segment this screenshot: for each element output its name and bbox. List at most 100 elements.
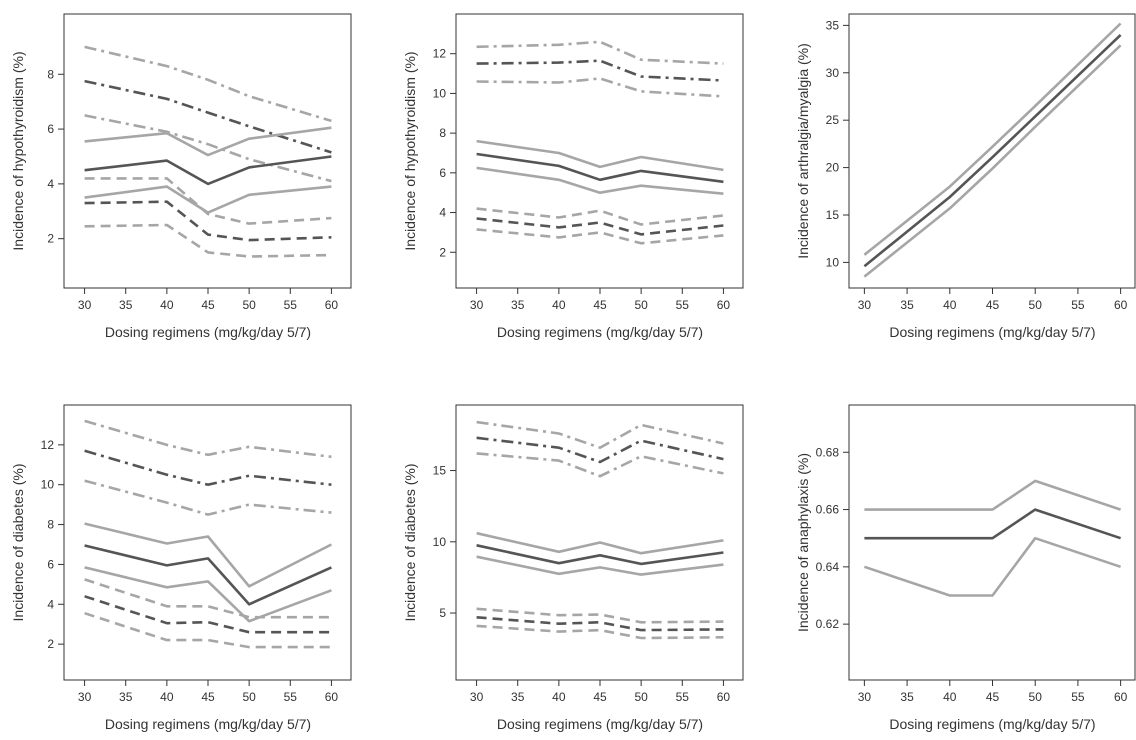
x-tick-label: 40 bbox=[160, 690, 174, 704]
panel-6: 30 35 40 45 50 55 60 0.62 0.64 0.66 0.68 Dosing reg… bbox=[795, 404, 1136, 732]
x-tick-label: 40 bbox=[943, 298, 957, 312]
y-tick-label: 6 bbox=[47, 557, 54, 571]
series-line-dashdot-bound bbox=[84, 479, 332, 516]
series-line-dashed-bound bbox=[476, 624, 724, 640]
x-tick-label: 50 bbox=[634, 690, 648, 704]
x-tick-label: 45 bbox=[201, 298, 215, 312]
x-tick-label: 45 bbox=[593, 690, 607, 704]
series-line-dashed-bound bbox=[476, 607, 724, 624]
y-axis-label: Incidence of hypothyroidism (%) bbox=[10, 51, 26, 250]
x-tick-label: 35 bbox=[511, 298, 525, 312]
y-tick-label: 10 bbox=[433, 535, 447, 549]
plot-frame bbox=[63, 404, 352, 681]
series-line-solid-bound bbox=[476, 166, 724, 195]
series-line-dashdot-bound bbox=[84, 45, 332, 123]
x-tick-label: 45 bbox=[201, 690, 215, 704]
series-line-solid-central bbox=[84, 155, 332, 186]
y-tick-label: 0.64 bbox=[816, 560, 840, 574]
series-line-dashdot-bound bbox=[476, 77, 724, 98]
series-line-solid-bound bbox=[476, 531, 724, 555]
series-line-dashed-bound bbox=[84, 223, 332, 258]
y-tick-label: 4 bbox=[47, 177, 54, 191]
series-line-solid-central bbox=[476, 544, 724, 566]
x-tick-label: 35 bbox=[900, 690, 914, 704]
series-line-dashdot-bound bbox=[476, 40, 724, 65]
x-tick-label: 60 bbox=[717, 298, 731, 312]
x-tick-label: 35 bbox=[119, 690, 133, 704]
x-tick-label: 55 bbox=[676, 690, 690, 704]
x-axis-label: Dosing regimens (mg/kg/day 5/7) bbox=[497, 716, 703, 732]
x-tick-label: 55 bbox=[1071, 690, 1085, 704]
series-line-solid-bound bbox=[84, 126, 332, 157]
x-tick-label: 30 bbox=[78, 298, 92, 312]
y-tick-label: 15 bbox=[433, 464, 447, 478]
y-tick-label: 6 bbox=[439, 166, 446, 180]
x-axis-label: Dosing regimens (mg/kg/day 5/7) bbox=[889, 716, 1095, 732]
x-tick-label: 35 bbox=[119, 298, 133, 312]
panel-4: 30 35 40 45 50 55 60 2 4 6 8 10 12 Dosing regimens (m… bbox=[10, 404, 352, 732]
y-tick-label: 20 bbox=[826, 161, 840, 175]
x-tick-label: 30 bbox=[858, 690, 872, 704]
plot-frame bbox=[63, 13, 352, 289]
y-tick-label: 25 bbox=[826, 113, 840, 127]
x-tick-label: 60 bbox=[325, 690, 339, 704]
panel-2: 30 35 40 45 50 55 60 2 4 6 8 10 12 Dosing regimens (m… bbox=[402, 13, 744, 340]
y-tick-label: 8 bbox=[439, 126, 446, 140]
series-line-dashed-central bbox=[84, 200, 332, 242]
x-tick-label: 45 bbox=[986, 298, 1000, 312]
panel-5: 30 35 40 45 50 55 60 5 10 15 Dosing regimens (mg/k… bbox=[402, 404, 744, 732]
y-axis-label: Incidence of diabetes (%) bbox=[10, 464, 26, 622]
x-tick-label: 35 bbox=[511, 690, 525, 704]
plot-frame bbox=[848, 13, 1136, 289]
series-line-dashdot-bound bbox=[476, 420, 724, 450]
plot-frame bbox=[455, 13, 744, 289]
series-line-dashdot-central bbox=[84, 79, 332, 154]
series-line-dashdot-central bbox=[84, 449, 332, 487]
x-tick-label: 45 bbox=[593, 298, 607, 312]
y-tick-label: 15 bbox=[826, 208, 840, 222]
series-line-solid-central bbox=[863, 33, 1122, 268]
series-line-dashed-bound bbox=[476, 228, 724, 245]
y-tick-label: 6 bbox=[47, 122, 54, 136]
panel-3: 30 35 40 45 50 55 60 10 15 20 25 30 35 Dosing regimen… bbox=[795, 13, 1136, 340]
x-tick-label: 50 bbox=[1029, 298, 1043, 312]
y-tick-label: 10 bbox=[41, 478, 55, 492]
series-line-dashed-central bbox=[476, 616, 724, 632]
x-tick-label: 30 bbox=[470, 298, 484, 312]
series-line-dashdot-central bbox=[476, 59, 724, 82]
x-tick-label: 60 bbox=[1114, 690, 1128, 704]
x-axis-label: Dosing regimens (mg/kg/day 5/7) bbox=[497, 324, 703, 340]
y-tick-label: 8 bbox=[47, 518, 54, 532]
y-tick-label: 2 bbox=[439, 245, 446, 259]
y-tick-label: 4 bbox=[439, 206, 446, 220]
y-axis-label: Incidence of hypothyroidism (%) bbox=[402, 51, 418, 250]
y-tick-label: 10 bbox=[433, 86, 447, 100]
x-tick-label: 30 bbox=[470, 690, 484, 704]
x-tick-label: 40 bbox=[552, 690, 566, 704]
series-line-solid-bound bbox=[476, 555, 724, 576]
x-tick-label: 60 bbox=[1114, 298, 1128, 312]
x-tick-label: 30 bbox=[78, 690, 92, 704]
y-axis-label: Incidence of anaphylaxis (%) bbox=[795, 453, 811, 632]
x-tick-label: 40 bbox=[552, 298, 566, 312]
x-tick-label: 55 bbox=[284, 690, 298, 704]
y-tick-label: 35 bbox=[826, 18, 840, 32]
series-line-dashed-bound bbox=[84, 578, 332, 619]
panel-1: 30 35 40 45 50 55 60 2 4 6 8 Dosing regimens (mg/kg… bbox=[10, 13, 352, 340]
x-tick-label: 55 bbox=[284, 298, 298, 312]
x-tick-label: 55 bbox=[1071, 298, 1085, 312]
series-line-dashed-bound bbox=[476, 207, 724, 226]
series-line-dashed-central bbox=[476, 217, 724, 236]
series-line-dashdot-bound bbox=[84, 419, 332, 459]
y-tick-label: 4 bbox=[47, 597, 54, 611]
x-tick-label: 50 bbox=[1029, 690, 1043, 704]
x-tick-label: 60 bbox=[717, 690, 731, 704]
x-tick-label: 50 bbox=[634, 298, 648, 312]
series-line-solid-bound bbox=[476, 139, 724, 172]
series-line-solid-bound bbox=[863, 536, 1122, 597]
x-axis-label: Dosing regimens (mg/kg/day 5/7) bbox=[889, 324, 1095, 340]
plot-frame bbox=[848, 404, 1136, 681]
x-tick-label: 55 bbox=[676, 298, 690, 312]
series-line-solid-bound bbox=[84, 522, 332, 588]
